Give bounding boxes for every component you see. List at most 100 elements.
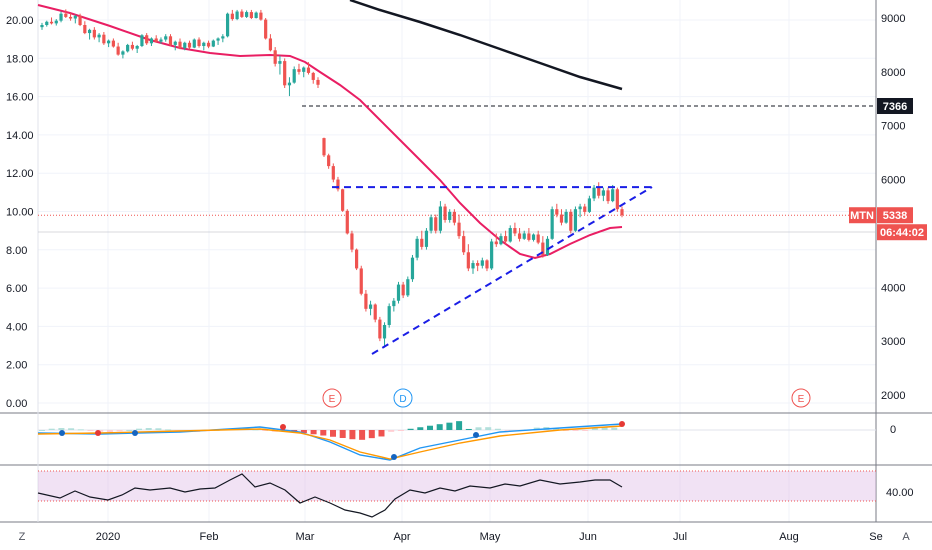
candle-body xyxy=(522,233,526,239)
candle-body xyxy=(178,41,182,49)
candle-body xyxy=(107,40,111,44)
candle-body xyxy=(499,236,503,245)
x-axis-tick: May xyxy=(480,531,501,543)
candle-body xyxy=(87,29,92,34)
candle-body xyxy=(331,166,335,180)
right-axis-tick: 6000 xyxy=(881,175,905,187)
candle-body xyxy=(154,38,158,42)
right-axis-tick: 2000 xyxy=(881,390,905,402)
candle-body xyxy=(466,252,470,269)
candle-body xyxy=(240,11,244,17)
rsi-pane: 40.00 xyxy=(37,470,914,518)
osc-histogram-bar xyxy=(48,428,55,430)
candle-body xyxy=(173,41,177,45)
candle-body xyxy=(392,300,396,307)
osc-histogram-bar xyxy=(155,428,162,430)
candle-body xyxy=(149,38,154,44)
candle-body xyxy=(373,304,377,320)
left-axis-tick: 2.00 xyxy=(6,360,27,372)
candle-body xyxy=(503,236,508,242)
candle-body xyxy=(345,210,349,234)
candle-body xyxy=(135,46,139,49)
candle-body xyxy=(611,189,615,202)
candle-body xyxy=(206,42,211,47)
macd-line xyxy=(37,423,623,461)
rsi-line xyxy=(37,473,623,518)
candle-body xyxy=(536,234,540,243)
candle-body xyxy=(245,12,249,17)
moving-averages xyxy=(37,0,623,260)
candle-body xyxy=(159,39,163,42)
candle-body xyxy=(508,228,512,242)
left-axis-tick: 10.00 xyxy=(6,207,34,219)
osc-histogram-bar xyxy=(436,424,443,430)
candle-body xyxy=(569,211,573,231)
candle-body xyxy=(40,25,44,28)
crossover-dot xyxy=(473,432,479,438)
candle-body xyxy=(382,324,387,339)
candle-body xyxy=(45,21,49,26)
candle-body xyxy=(78,15,82,26)
osc-histogram-bar xyxy=(601,427,608,430)
candle-body xyxy=(601,190,605,196)
candle-body xyxy=(230,13,234,20)
candle-body xyxy=(97,34,101,38)
osc-histogram-bar xyxy=(300,430,307,434)
candle-body xyxy=(322,138,326,156)
osc-histogram-bar xyxy=(68,428,75,430)
candle-body xyxy=(306,67,311,73)
candle-body xyxy=(513,228,517,234)
candle-body xyxy=(278,61,282,64)
candle-body xyxy=(211,40,215,47)
corner-label-right: A xyxy=(902,531,910,543)
candle-body xyxy=(297,69,301,72)
candle-body xyxy=(302,67,306,72)
candle-body xyxy=(140,35,144,47)
level-lines xyxy=(38,105,876,233)
candle-body xyxy=(573,209,578,231)
candle-body xyxy=(587,198,592,212)
candle-body xyxy=(559,214,564,223)
osc-axis-label: 0 xyxy=(890,424,896,436)
candle-body xyxy=(429,217,433,231)
candle-body xyxy=(410,257,415,280)
candle-body xyxy=(368,304,373,309)
candle-body xyxy=(350,233,354,250)
price-value: 5338 xyxy=(883,210,907,222)
osc-histogram-bar xyxy=(145,428,152,430)
candle-body xyxy=(517,233,522,239)
candle-body xyxy=(424,230,429,247)
right-axis-tick: 8000 xyxy=(881,67,905,79)
candle-body xyxy=(490,241,494,269)
candle-body xyxy=(420,238,424,247)
osc-histogram-bar xyxy=(611,427,618,430)
crossover-dot xyxy=(95,430,101,436)
candle-body xyxy=(102,34,106,44)
candle-body xyxy=(406,279,410,296)
x-axis-tick: Jun xyxy=(579,531,597,543)
osc-histogram-bar xyxy=(39,430,45,431)
right-axis-tick: 3000 xyxy=(881,336,905,348)
candle-body xyxy=(183,42,187,49)
left-axis-tick: 12.00 xyxy=(6,168,34,180)
event-label: E xyxy=(329,394,336,405)
candle-body xyxy=(476,263,480,266)
osc-histogram-bar xyxy=(126,429,133,431)
osc-histogram-bar xyxy=(446,422,453,430)
trendlines xyxy=(332,186,653,355)
support-trendline xyxy=(371,186,653,355)
candle-body xyxy=(316,79,320,85)
candle-body xyxy=(364,293,368,309)
osc-histogram-bar xyxy=(572,430,579,431)
rsi-band xyxy=(38,471,876,501)
candle-body xyxy=(471,263,475,269)
right-axis-tick: 9000 xyxy=(881,13,905,25)
event-label: D xyxy=(399,394,406,405)
candle-body xyxy=(273,50,277,64)
right-axis-tick: 7000 xyxy=(881,121,905,133)
candle-body xyxy=(311,72,315,80)
candle-body xyxy=(438,206,443,231)
short-moving-average xyxy=(37,4,623,260)
candle-body xyxy=(235,11,239,20)
